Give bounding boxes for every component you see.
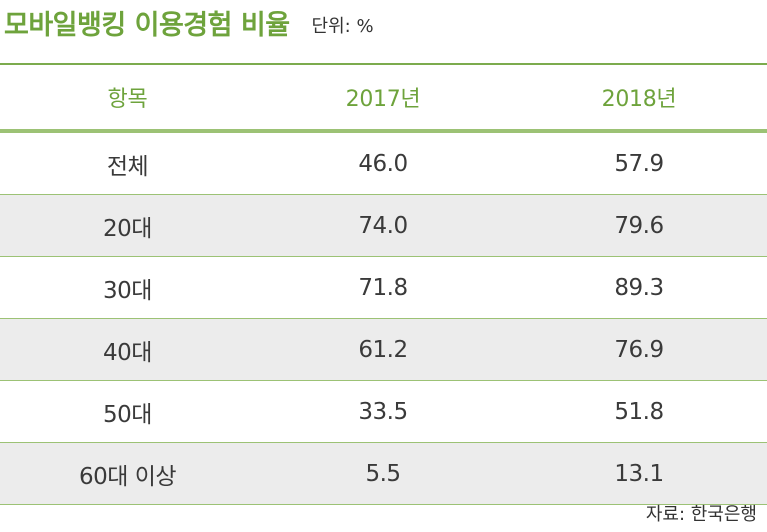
cell-2018: 79.6 bbox=[511, 194, 767, 257]
data-table: 항목 2017년 2018년 전체 46.0 57.9 20대 74.0 79.… bbox=[0, 63, 767, 505]
cell-2018: 13.1 bbox=[511, 442, 767, 505]
cell-2018: 57.9 bbox=[511, 132, 767, 195]
table-row: 60대 이상 5.5 13.1 bbox=[0, 442, 767, 505]
source-note: 자료: 한국은행 bbox=[645, 504, 757, 525]
table-row: 40대 61.2 76.9 bbox=[0, 318, 767, 381]
cell-2017: 74.0 bbox=[255, 194, 511, 257]
row-label: 20대 bbox=[0, 194, 255, 257]
column-header-2017: 2017년 bbox=[345, 87, 421, 112]
row-label: 50대 bbox=[0, 380, 255, 443]
row-label: 60대 이상 bbox=[0, 442, 255, 505]
title-bar: 모바일뱅킹 이용경험 비율 단위: % bbox=[4, 0, 374, 44]
table-row: 20대 74.0 79.6 bbox=[0, 194, 767, 257]
header-divider bbox=[0, 129, 767, 133]
cell-2017: 71.8 bbox=[255, 256, 511, 319]
row-label: 30대 bbox=[0, 256, 255, 319]
table-row: 전체 46.0 57.9 bbox=[0, 132, 767, 195]
unit-label: 단위: % bbox=[311, 16, 374, 37]
table-row: 30대 71.8 89.3 bbox=[0, 256, 767, 319]
row-label: 40대 bbox=[0, 318, 255, 381]
cell-2017: 61.2 bbox=[255, 318, 511, 381]
cell-2017: 33.5 bbox=[255, 380, 511, 443]
cell-2018: 51.8 bbox=[511, 380, 767, 443]
cell-2018: 89.3 bbox=[511, 256, 767, 319]
row-label: 전체 bbox=[0, 132, 255, 195]
column-header-item: 항목 bbox=[107, 87, 148, 112]
cell-2018: 76.9 bbox=[511, 318, 767, 381]
table-body: 전체 46.0 57.9 20대 74.0 79.6 30대 71.8 89.3… bbox=[0, 132, 767, 505]
column-header-2018: 2018년 bbox=[601, 87, 677, 112]
table-header: 항목 2017년 2018년 bbox=[0, 64, 767, 133]
table-row: 50대 33.5 51.8 bbox=[0, 380, 767, 443]
cell-2017: 46.0 bbox=[255, 132, 511, 195]
chart-title: 모바일뱅킹 이용경험 비율 bbox=[4, 9, 290, 41]
cell-2017: 5.5 bbox=[255, 442, 511, 505]
